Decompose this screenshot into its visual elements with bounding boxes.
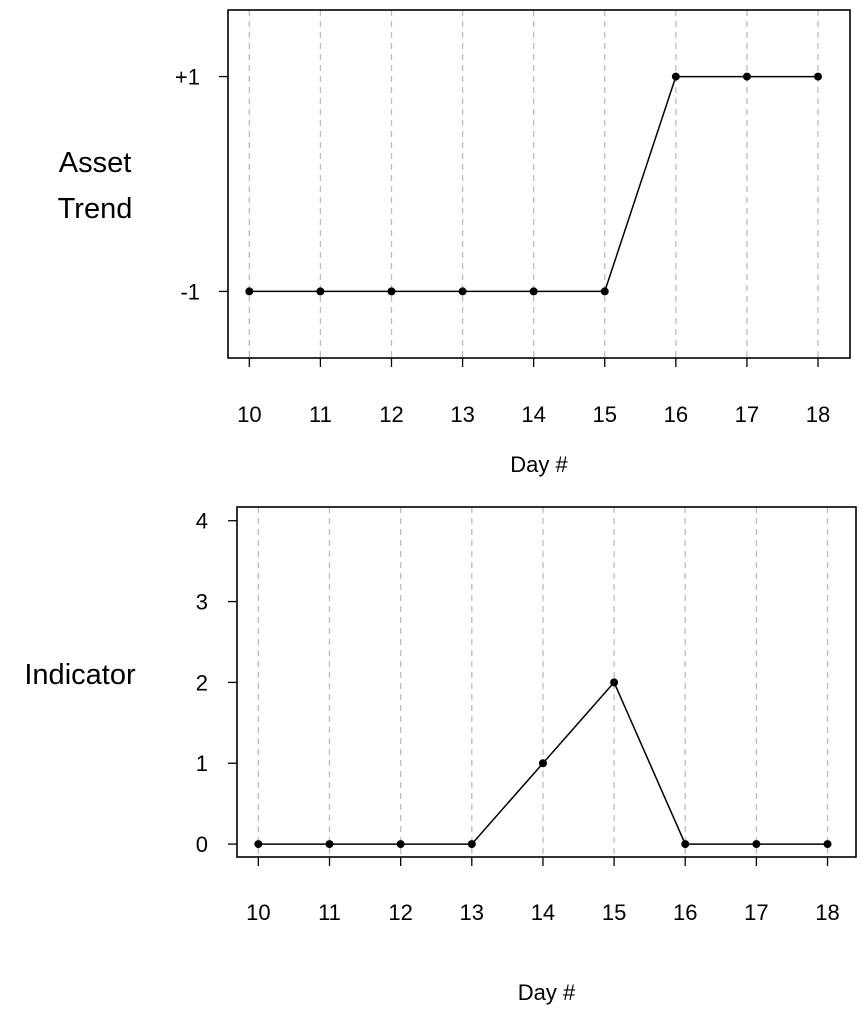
indicator-point-day-16 xyxy=(681,840,690,849)
asset-trend-chart: -1 +1 10 11 12 13 14 15 16 17 18 Day # Asset Trend xyxy=(58,9,851,477)
indicator-x-tick-label: 18 xyxy=(815,900,839,925)
indicator-x-tick-label: 14 xyxy=(531,900,555,925)
indicator-point-day-14 xyxy=(538,759,547,768)
asset-trend-y-axis-title-line-1: Asset xyxy=(59,147,132,179)
asset-trend-x-tick-label: 18 xyxy=(806,402,830,427)
indicator-point-day-10 xyxy=(254,840,263,849)
asset-trend-y-tick-label: -1 xyxy=(180,279,200,304)
indicator-point-day-12 xyxy=(396,840,405,849)
indicator-point-day-15 xyxy=(610,678,619,687)
indicator-x-tick-label: 10 xyxy=(246,900,270,925)
indicator-point-day-18 xyxy=(823,840,832,849)
indicator-x-tick-label: 11 xyxy=(318,900,341,925)
asset-trend-point-day-16 xyxy=(671,72,680,81)
indicator-y-tick-label: 0 xyxy=(196,832,208,857)
asset-trend-point-day-12 xyxy=(387,287,396,296)
indicator-x-tick-label: 13 xyxy=(460,900,484,925)
asset-trend-y-axis-title-line-2: Trend xyxy=(58,193,133,225)
indicator-point-day-17 xyxy=(752,840,761,849)
asset-trend-series-line xyxy=(249,75,819,293)
asset-trend-x-tick-label: 15 xyxy=(593,402,617,427)
asset-trend-point-day-10 xyxy=(245,287,254,296)
asset-trend-x-tick-label: 14 xyxy=(521,402,545,427)
indicator-y-tick-label: 3 xyxy=(196,590,208,615)
asset-trend-point-day-14 xyxy=(529,287,538,296)
indicator-point-day-13 xyxy=(467,840,476,849)
asset-trend-x-tick-label: 10 xyxy=(237,402,261,427)
asset-trend-point-day-18 xyxy=(814,72,823,81)
indicator-x-tick-label: 12 xyxy=(388,900,412,925)
asset-trend-x-tick-label: 11 xyxy=(309,402,332,427)
asset-trend-x-tick-label: 12 xyxy=(379,402,403,427)
asset-trend-plot-frame xyxy=(227,9,851,359)
indicator-x-tick-label: 15 xyxy=(602,900,626,925)
asset-trend-x-axis-title: Day # xyxy=(510,452,568,477)
indicator-y-tick-label: 1 xyxy=(196,751,208,776)
indicator-point-day-11 xyxy=(325,840,334,849)
indicator-y-axis-title-line-1: Indicator xyxy=(24,659,136,691)
asset-trend-point-day-15 xyxy=(600,287,609,296)
asset-trend-y-tick-label: +1 xyxy=(175,65,200,90)
asset-trend-point-day-11 xyxy=(316,287,325,296)
indicator-y-tick-label: 2 xyxy=(196,670,208,695)
indicator-x-tick-label: 17 xyxy=(744,900,768,925)
asset-trend-point-day-17 xyxy=(742,72,751,81)
asset-trend-x-tick-label: 16 xyxy=(664,402,688,427)
indicator-x-tick-label: 16 xyxy=(673,900,697,925)
asset-trend-x-tick-label: 17 xyxy=(735,402,759,427)
indicator-y-tick-label: 4 xyxy=(196,509,208,534)
indicator-x-axis-title: Day # xyxy=(518,980,576,1005)
asset-trend-point-day-13 xyxy=(458,287,467,296)
asset-trend-x-tick-label: 13 xyxy=(450,402,474,427)
